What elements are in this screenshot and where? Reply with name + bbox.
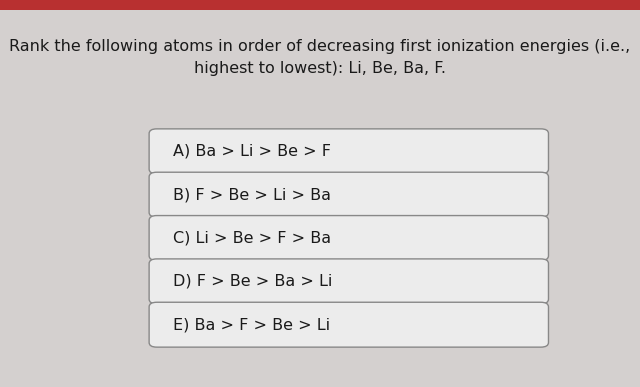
FancyBboxPatch shape [149, 302, 548, 347]
FancyBboxPatch shape [149, 172, 548, 217]
Text: Rank the following atoms in order of decreasing first ionization energies (i.e.,: Rank the following atoms in order of dec… [10, 39, 630, 76]
FancyBboxPatch shape [0, 0, 640, 10]
Text: A) Ba > Li > Be > F: A) Ba > Li > Be > F [173, 144, 331, 159]
Text: B) F > Be > Li > Ba: B) F > Be > Li > Ba [173, 187, 331, 202]
FancyBboxPatch shape [149, 259, 548, 304]
FancyBboxPatch shape [149, 129, 548, 174]
Text: E) Ba > F > Be > Li: E) Ba > F > Be > Li [173, 317, 330, 332]
Text: C) Li > Be > F > Ba: C) Li > Be > F > Ba [173, 231, 331, 245]
Text: D) F > Be > Ba > Li: D) F > Be > Ba > Li [173, 274, 332, 289]
FancyBboxPatch shape [149, 216, 548, 260]
